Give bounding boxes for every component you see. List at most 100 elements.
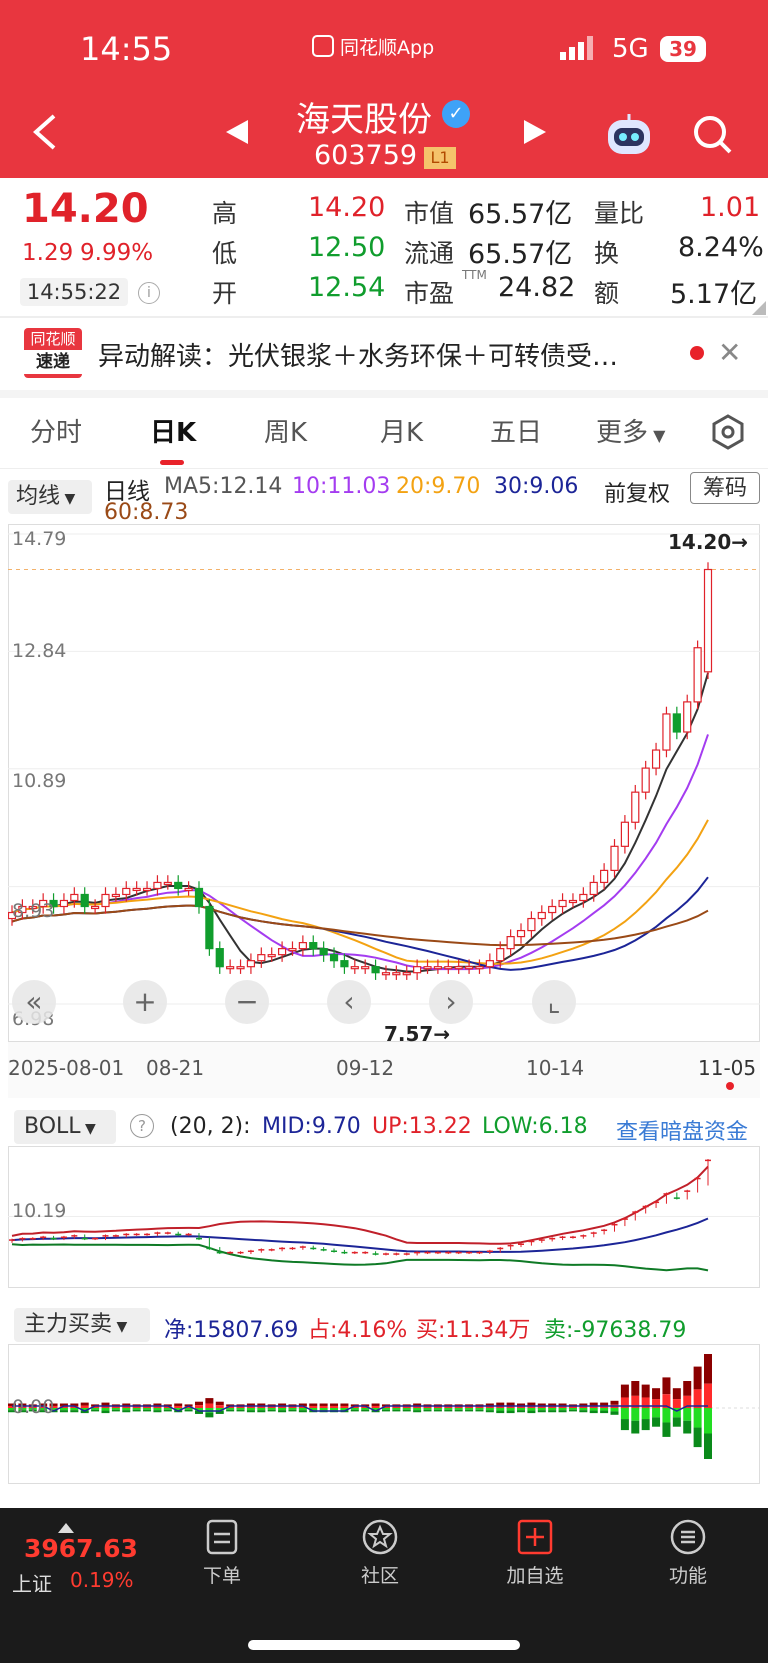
zoom-in-icon[interactable]: +	[123, 980, 167, 1024]
search-icon[interactable]	[692, 114, 734, 160]
next-stock-icon[interactable]	[522, 118, 548, 150]
sell-bar	[122, 1408, 131, 1411]
buy-bar	[205, 1403, 214, 1408]
buy-bar	[8, 1405, 16, 1408]
boll-selector[interactable]: BOLL ▼	[14, 1110, 116, 1144]
boll-up-line	[11, 1165, 709, 1245]
mainforce-sell: 卖:-97638.79	[544, 1318, 687, 1343]
sell-bar	[194, 1408, 203, 1411]
candle	[226, 966, 235, 970]
sell-bar-large	[517, 1410, 526, 1413]
candle	[475, 966, 484, 970]
sell-bar	[652, 1408, 661, 1418]
robot-assistant-icon[interactable]	[604, 112, 654, 162]
sell-bar	[330, 1408, 339, 1411]
y-tick-1284: 12.84	[12, 640, 67, 662]
tab-weekly-k[interactable]: 周K	[264, 418, 308, 448]
index-pct[interactable]: 0.19%	[70, 1568, 134, 1592]
unread-dot	[690, 346, 704, 360]
stock-name: 海天股份	[296, 100, 432, 140]
sell-bar-large	[143, 1409, 152, 1412]
buy-bar-large	[49, 1403, 58, 1406]
help-icon[interactable]: ?	[130, 1114, 154, 1138]
candle	[381, 972, 391, 976]
buy-bar	[194, 1405, 203, 1408]
scroll-left-icon[interactable]: ‹	[327, 980, 371, 1024]
candle	[464, 966, 474, 970]
nav-order[interactable]: 下单	[190, 1518, 254, 1588]
buy-bar	[652, 1399, 661, 1408]
sell-bar-large	[18, 1410, 27, 1413]
candle	[548, 905, 557, 914]
sell-bar	[18, 1408, 27, 1411]
buy-bar	[226, 1406, 235, 1408]
sell-bar-large	[631, 1420, 640, 1434]
buy-bar-large	[330, 1403, 339, 1406]
buy-bar-large	[319, 1403, 328, 1406]
news-text[interactable]: 异动解读：光伏银浆＋水务环保＋可转债受…	[98, 342, 619, 372]
buy-bar-large	[548, 1403, 557, 1406]
tab-intraday[interactable]: 分时	[30, 418, 83, 448]
expand-corner-icon[interactable]	[752, 300, 766, 319]
fullscreen-icon[interactable]: ⌞	[532, 980, 576, 1024]
buy-bar	[215, 1405, 224, 1408]
net-line	[12, 1405, 708, 1412]
nav-add-watchlist[interactable]: 加自选	[500, 1518, 570, 1588]
buy-bar	[246, 1405, 255, 1408]
kline-chart[interactable]	[8, 524, 760, 1104]
buy-bar-large	[485, 1403, 494, 1406]
tab-more[interactable]: 更多 ▼	[596, 418, 666, 448]
buy-bar-large	[579, 1403, 588, 1406]
settings-hex-icon[interactable]	[710, 414, 746, 454]
buy-bar	[600, 1405, 609, 1408]
buy-bar	[475, 1406, 484, 1408]
mainforce-net: 净:15807.69	[164, 1318, 299, 1343]
level-badge: L1	[424, 147, 456, 169]
tab-daily-k[interactable]: 日K	[150, 418, 197, 448]
sell-bar-large	[39, 1410, 48, 1413]
candle	[277, 948, 287, 956]
zoom-out-all-icon[interactable]: «	[12, 980, 56, 1024]
buy-bar-large	[101, 1402, 110, 1406]
boll-params: (20, 2):	[170, 1114, 251, 1139]
prev-stock-icon[interactable]	[224, 118, 250, 150]
ma60-value: 60:8.73	[104, 500, 189, 525]
scroll-right-icon[interactable]: ›	[429, 980, 473, 1024]
adjust-selector[interactable]: 前复权	[604, 482, 671, 507]
boll-chart-frame	[8, 1146, 760, 1288]
back-icon[interactable]	[30, 112, 60, 156]
kline-chart-frame[interactable]	[8, 524, 760, 1042]
dark-pool-link[interactable]: 查看暗盘资金	[616, 1120, 749, 1145]
info-icon[interactable]: i	[138, 282, 160, 304]
sell-bar	[39, 1408, 48, 1411]
index-name[interactable]: 上证	[12, 1572, 52, 1596]
buy-bar	[132, 1406, 141, 1408]
high-label: 高	[212, 199, 238, 228]
sell-bar	[433, 1408, 442, 1410]
sell-bar-large	[579, 1410, 588, 1413]
nav-community[interactable]: 社区	[348, 1518, 412, 1588]
today-dot	[726, 1082, 734, 1090]
index-value[interactable]: 3967.63	[24, 1534, 138, 1563]
candle	[246, 960, 256, 968]
dropdown-icon: ▼	[648, 426, 666, 445]
mainforce-selector[interactable]: 主力买卖 ▼	[14, 1308, 150, 1342]
sell-bar	[91, 1408, 100, 1410]
close-icon[interactable]: ✕	[718, 336, 742, 369]
amount-label: 额	[594, 279, 620, 308]
sell-bar	[496, 1408, 505, 1411]
active-tab-indicator	[160, 460, 184, 465]
community-icon	[362, 1519, 398, 1555]
ma10-value: 10:11.03	[292, 474, 391, 499]
nav-functions[interactable]: 功能	[656, 1518, 720, 1588]
zoom-out-icon[interactable]: −	[225, 980, 269, 1024]
tab-five-day[interactable]: 五日	[490, 418, 543, 448]
sell-bar-large	[8, 1410, 16, 1413]
buy-bar-large	[631, 1381, 640, 1396]
chips-button[interactable]: 筹码	[690, 472, 760, 504]
tab-monthly-k[interactable]: 月K	[380, 418, 424, 448]
buy-bar	[257, 1405, 266, 1408]
sell-bar-large	[527, 1410, 536, 1414]
ma-selector[interactable]: 均线 ▼	[8, 480, 92, 514]
buy-bar-large	[641, 1384, 650, 1398]
